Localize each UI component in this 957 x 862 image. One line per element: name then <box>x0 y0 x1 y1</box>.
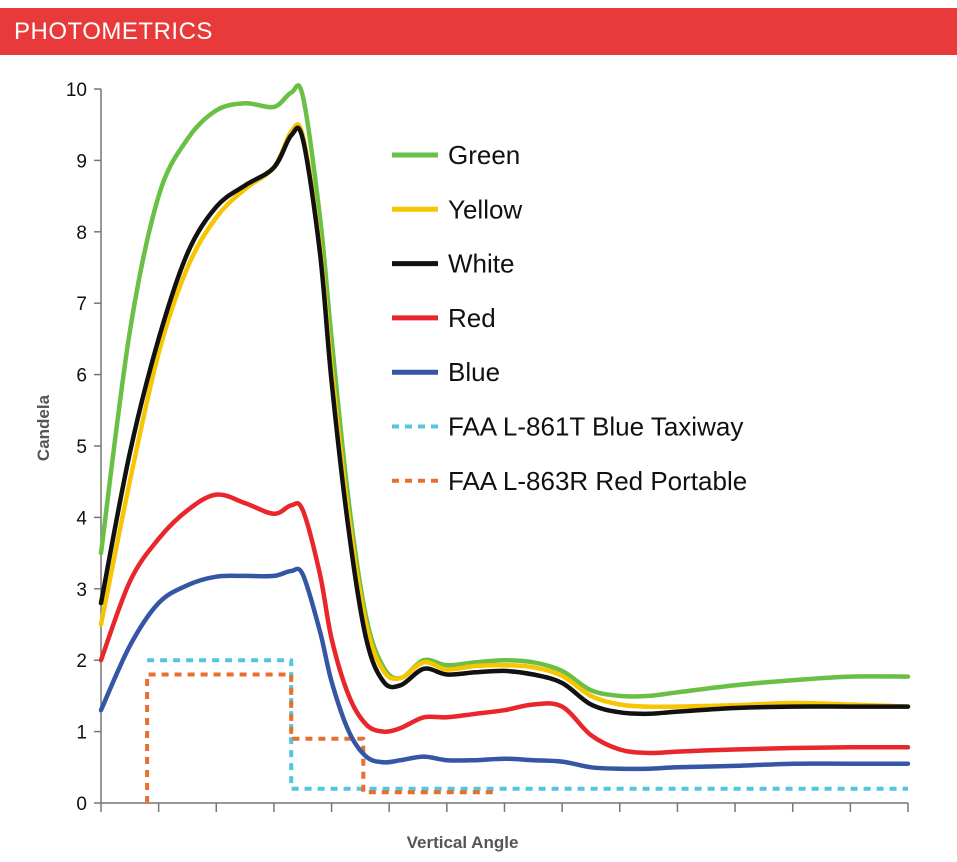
y-tick-label: 8 <box>76 223 87 244</box>
legend-label-green: Green <box>448 140 520 170</box>
legend-label-white: White <box>448 249 514 279</box>
y-tick-label: 2 <box>76 651 87 672</box>
y-tick-label: 4 <box>76 508 87 529</box>
legend-label-blue: Blue <box>448 357 500 387</box>
y-tick-label: 1 <box>76 723 87 744</box>
legend-label-yellow: Yellow <box>448 194 522 224</box>
x-axis-title: Vertical Angle <box>407 833 519 852</box>
series-line-yellow <box>98 122 911 710</box>
y-tick-label: 5 <box>76 437 87 458</box>
legend-label-faa-l-861t-blue-taxiway: FAA L-861T Blue Taxiway <box>448 412 743 442</box>
y-tick-label: 6 <box>76 366 87 387</box>
y-tick-label: 0 <box>76 794 87 815</box>
series-line-blue <box>98 566 911 772</box>
header-bar: PHOTOMETRICS <box>0 8 957 55</box>
y-tick-label: 3 <box>76 580 87 601</box>
series-line-red <box>98 492 911 756</box>
legend-label-faa-l-863r-red-portable: FAA L-863R Red Portable <box>448 466 747 496</box>
y-tick-label: 7 <box>76 294 87 315</box>
series-line-faa-l-863r-red-portable <box>145 672 495 803</box>
legend-label-red: Red <box>448 303 496 333</box>
y-axis-title: Candela <box>34 394 53 461</box>
series-line-faa-l-861t-blue-taxiway <box>147 658 908 791</box>
header-title: PHOTOMETRICS <box>14 18 213 45</box>
series-line-white <box>98 125 911 717</box>
y-tick-label: 9 <box>76 151 87 172</box>
series-line-green <box>98 83 911 699</box>
y-tick-label: 10 <box>66 80 87 101</box>
